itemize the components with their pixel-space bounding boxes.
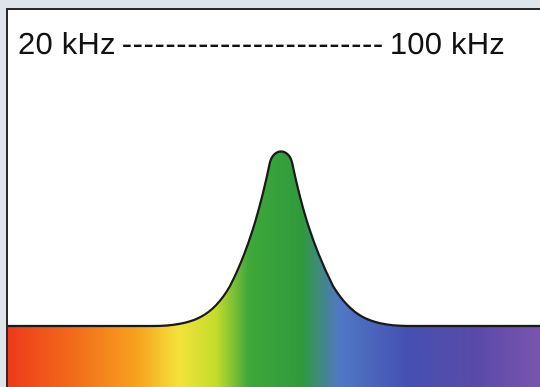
spectrum-graphic [8, 150, 540, 387]
spectrum-peak-outline [8, 150, 540, 328]
range-dashes: ------------------------ [121, 26, 384, 61]
low-frequency-label: 20 kHz [18, 26, 116, 61]
spectrum-peak-fill [8, 151, 540, 387]
spectrum-panel: 20 kHz ------------------------ 100 kHz [6, 8, 540, 387]
high-frequency-label: 100 kHz [389, 26, 505, 61]
frequency-range-label: 20 kHz ------------------------ 100 kHz [18, 24, 505, 64]
